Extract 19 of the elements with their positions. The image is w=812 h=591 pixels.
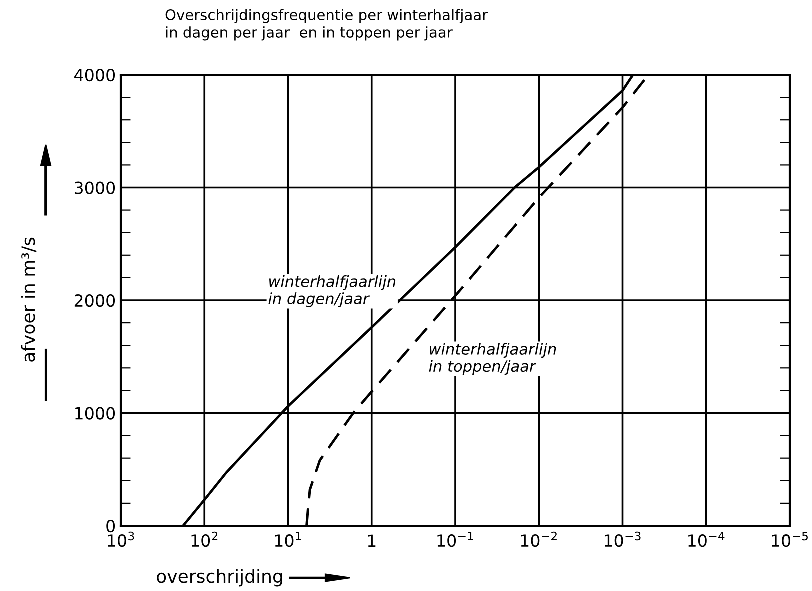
x-tick-label: 10$^{−4}$ xyxy=(688,532,725,548)
x-tick-label: 1 xyxy=(368,534,376,547)
y-tick-label: 0 xyxy=(106,520,116,533)
chart-title: Overschrijdingsfrequentie per winterhalfjaar in dagen per jaar en in toppen per jaar xyxy=(166,9,488,41)
y-tick-label: 1000 xyxy=(76,407,116,420)
x-tick-label: 10$^{3}$ xyxy=(108,532,134,548)
x-tick-label: 10$^{1}$ xyxy=(275,532,302,548)
y-tick-label: 4000 xyxy=(74,68,116,82)
x-tick-label: 10$^{−5}$ xyxy=(772,532,808,548)
x-tick-label: 10$^{2}$ xyxy=(192,532,218,548)
annotation: winterhalfjaarlijn in toppen/jaar xyxy=(429,343,556,376)
y-tick-label: 2000 xyxy=(74,294,116,308)
y-axis-title: afvoer in m³/s xyxy=(21,238,37,362)
annotation: winterhalfjaarlijn in dagen/jaar xyxy=(268,276,396,308)
x-tick-label: 10$^{−3}$ xyxy=(604,532,641,548)
x-axis-title: overschrijding xyxy=(157,569,282,587)
y-tick-label: 3000 xyxy=(74,182,116,194)
x-tick-label: 10$^{−2}$ xyxy=(521,532,557,548)
x-tick-label: 10$^{−1}$ xyxy=(438,532,474,548)
